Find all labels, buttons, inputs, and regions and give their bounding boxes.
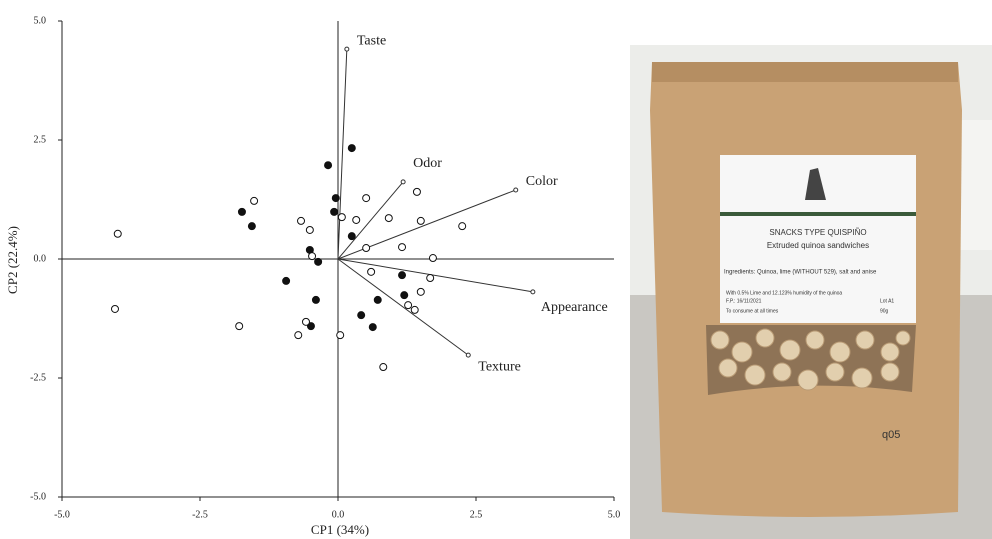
product-photo: SNACKS TYPE QUISPIÑO Extruded quinoa san… [630,45,992,539]
score-point [358,312,365,319]
vector-label: Texture [478,359,521,374]
photo-text: SNACKS TYPE QUISPIÑO [769,228,866,237]
photo-text: Ingredients: Quinoa, lime (WITHOUT 529),… [724,270,877,276]
label-stripe [720,212,916,216]
loading-vector [338,49,347,259]
score-point [332,195,339,202]
photo-text: With 0.5% Lime and 12.123% humidity of t… [726,290,842,296]
biplot: CP1 (34%) CP2 (22.4%) -5.0 -2.5 0.0 2.5 5.0 -… [5,15,620,537]
vector-label: Taste [357,33,386,48]
loading-vector [338,259,533,292]
y-tick-label: 0.0 [34,253,47,264]
score-point [236,323,243,330]
score-point [417,288,424,295]
score-point [369,324,376,331]
score-point [337,332,344,339]
score-point [111,305,118,312]
score-point [399,244,406,251]
loading-tip [466,353,470,357]
score-point [298,217,305,224]
score-point [399,272,406,279]
score-point [385,215,392,222]
vector-label: Odor [413,156,442,171]
score-point [413,188,420,195]
photo-text: 90g [880,308,889,314]
score-point [374,296,381,303]
figure: CP1 (34%) CP2 (22.4%) -5.0 -2.5 0.0 2.5 5.0 -… [0,0,992,539]
y-tick-label: 5.0 [34,15,47,26]
photo-text: q05 [882,429,900,441]
score-point [302,318,309,325]
loading-tip [531,290,535,294]
score-point [348,145,355,152]
score-point [325,162,332,169]
score-point [338,214,345,221]
score-point [283,277,290,284]
score-point [363,245,370,252]
loading-tip [345,47,349,51]
y-axis-title: CP2 (22.4%) [5,226,20,294]
x-tick-label: -5.0 [54,509,70,520]
score-point [306,226,313,233]
photo-text: Extruded quinoa sandwiches [767,241,869,250]
score-point [427,275,434,282]
score-point [348,233,355,240]
bag-top [652,62,958,82]
score-point [411,306,418,313]
score-point [380,364,387,371]
score-point [331,208,338,215]
y-tick-label: 2.5 [34,134,47,145]
loading-tip [514,188,518,192]
y-tick-label: -2.5 [30,372,46,383]
photo-text: To consume at all times [726,308,779,314]
score-point [312,296,319,303]
photo-text: F.P.: 16/11/2021 [726,298,762,304]
score-point [315,258,322,265]
x-tick-label: -2.5 [192,509,208,520]
score-point [309,253,316,260]
score-point [363,195,370,202]
score-point [429,255,436,262]
x-tick-label: 2.5 [470,509,483,520]
score-point [248,223,255,230]
photo-text: Lot A1 [880,298,894,304]
loading-vector [338,182,403,259]
score-point [238,208,245,215]
score-point [459,223,466,230]
score-point [295,332,302,339]
x-tick-label: 0.0 [332,509,345,520]
score-point [114,230,121,237]
vector-label: Appearance [541,300,608,315]
score-point [405,302,412,309]
score-point [417,217,424,224]
score-point [368,268,375,275]
y-tick-label: -5.0 [30,491,46,502]
score-point [401,292,408,299]
vector-label: Color [526,174,558,189]
score-point [353,216,360,223]
loading-tip [401,180,405,184]
score-point [251,197,258,204]
x-tick-label: 5.0 [608,509,621,520]
x-axis-title: CP1 (34%) [311,522,369,537]
canvas: CP1 (34%) CP2 (22.4%) -5.0 -2.5 0.0 2.5 5.0 -… [0,0,992,539]
